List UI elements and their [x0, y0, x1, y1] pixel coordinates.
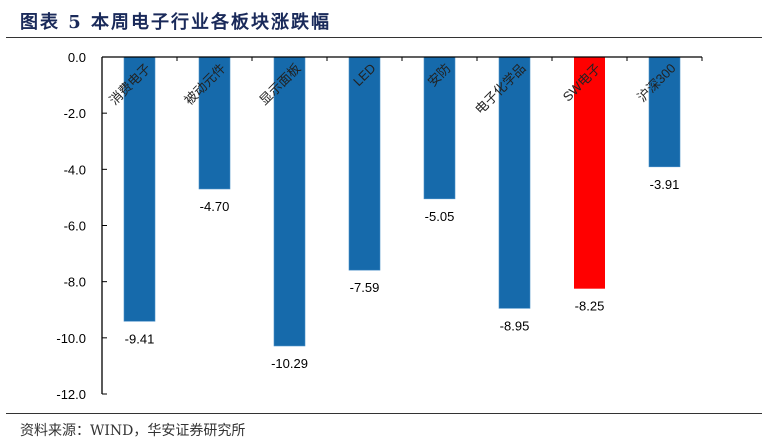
bar-value-label: -8.25	[575, 299, 605, 314]
bars-group	[123, 56, 681, 347]
y-tick-label: 0.0	[68, 50, 86, 65]
bar-value-label: -7.59	[350, 280, 380, 295]
bar	[123, 56, 156, 322]
bar	[498, 56, 531, 309]
bar-value-label: -9.41	[125, 331, 155, 346]
y-tick-label: -2.0	[64, 106, 86, 121]
bar	[273, 56, 306, 347]
x-axis	[101, 56, 703, 61]
source-note: 资料来源：WIND，华安证券研究所	[20, 423, 246, 439]
y-tick-label: -6.0	[64, 219, 86, 234]
y-axis: 0.0 -2.0 -4.0 -6.0 -8.0 -10.0 -12.0	[56, 50, 107, 402]
y-tick-label: -12.0	[56, 387, 86, 402]
bar	[423, 56, 456, 200]
y-tick-label: -10.0	[56, 331, 86, 346]
chart-title: 图表 5 本周电子行业各板块涨跌幅	[20, 12, 332, 33]
bar	[574, 57, 605, 289]
title-divider	[6, 37, 762, 38]
bar	[348, 56, 381, 271]
bar-value-label: -3.91	[650, 177, 680, 192]
bar-value-label: -5.05	[425, 209, 455, 224]
y-tick-label: -8.0	[64, 275, 86, 290]
bar-value-label: -4.70	[200, 199, 230, 214]
value-labels: -9.41 -4.70 -10.29 -7.59 -5.05 -8.95 -8.25 -3.9…	[125, 177, 680, 371]
y-tick-label: -4.0	[64, 162, 86, 177]
footer-divider	[6, 413, 762, 414]
bar	[648, 56, 681, 168]
bar-value-label: -8.95	[500, 318, 530, 333]
bar-value-label: -10.29	[271, 356, 308, 371]
bar	[198, 56, 231, 190]
